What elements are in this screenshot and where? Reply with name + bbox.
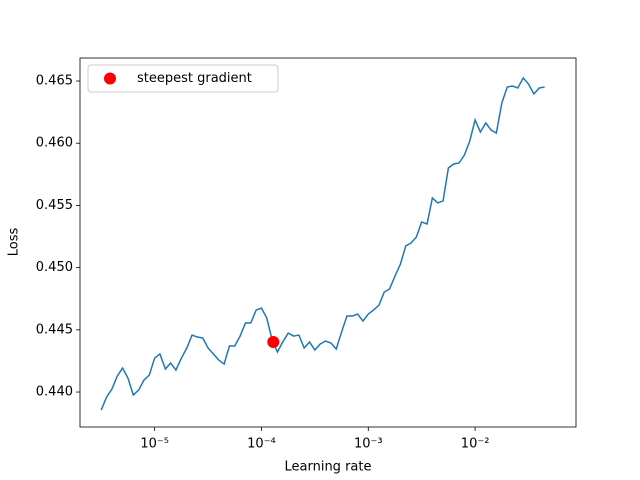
legend-label: steepest gradient (137, 71, 252, 86)
y-tick-label: 0.445 (36, 322, 73, 337)
x-tick-label: 10⁻³ (354, 437, 383, 452)
y-axis-label: Loss (7, 228, 22, 257)
y-tick-label: 0.440 (36, 385, 73, 400)
x-tick-label: 10⁻⁴ (247, 437, 276, 452)
y-tick-label: 0.455 (36, 198, 73, 213)
y-tick-label: 0.450 (36, 260, 73, 275)
axes-frame (79, 57, 577, 428)
legend-marker (104, 72, 116, 85)
x-axis-label: Learning rate (285, 460, 372, 475)
x-tick-label: 10⁻² (461, 437, 490, 452)
y-tick-label: 0.460 (36, 136, 73, 151)
x-tick-label: 10⁻⁵ (140, 437, 169, 452)
loss-line (100, 76, 545, 411)
y-tick-label: 0.465 (36, 74, 73, 89)
marker (267, 336, 280, 349)
legend-box (87, 64, 279, 93)
